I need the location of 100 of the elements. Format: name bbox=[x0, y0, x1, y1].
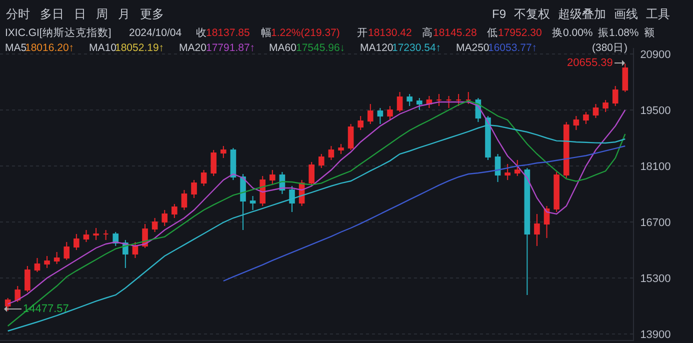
line-series bbox=[222, 145, 626, 282]
text: 2024/10/04 bbox=[129, 27, 182, 39]
candlestick bbox=[387, 106, 393, 120]
candlestick bbox=[289, 186, 295, 212]
candlestick bbox=[14, 286, 21, 302]
annotation: 18016.20↑ bbox=[25, 42, 74, 54]
candlestick bbox=[230, 148, 236, 180]
text: 幅 bbox=[261, 27, 272, 39]
text: 分时 bbox=[6, 7, 30, 21]
candlestick bbox=[573, 116, 580, 130]
candlestick bbox=[554, 172, 560, 212]
annotation: 17791.87↑ bbox=[206, 42, 256, 54]
text: 1.08% bbox=[609, 27, 639, 39]
text: 收 bbox=[196, 27, 207, 39]
candlestick bbox=[220, 146, 226, 158]
candlestick bbox=[102, 230, 109, 240]
candlestick bbox=[406, 94, 412, 106]
candlestick bbox=[181, 190, 188, 210]
candlestick bbox=[622, 63, 628, 92]
candlestick bbox=[210, 150, 217, 176]
text: 18145.28 bbox=[433, 27, 477, 39]
y-tick-label: 13900 bbox=[640, 328, 671, 341]
text: 更多 bbox=[140, 7, 164, 21]
candlestick bbox=[270, 170, 276, 184]
text: 换 bbox=[552, 27, 563, 39]
y-tick-label: 18100 bbox=[640, 160, 671, 173]
candlestick bbox=[612, 86, 618, 106]
y-tick-label: 16700 bbox=[640, 216, 671, 229]
text: 振 bbox=[598, 27, 609, 39]
candlestick bbox=[328, 146, 334, 160]
candlestick bbox=[83, 230, 90, 242]
candlestick bbox=[308, 162, 314, 186]
candlestick bbox=[504, 164, 510, 180]
candlestick bbox=[250, 196, 256, 210]
candlestick bbox=[191, 180, 197, 198]
text: 月 bbox=[118, 7, 130, 21]
text: 额 bbox=[644, 26, 655, 39]
candlestick bbox=[544, 206, 550, 238]
text: 画线 bbox=[614, 7, 638, 21]
annotation: MA10 bbox=[89, 42, 117, 54]
annotation: MA5 bbox=[5, 42, 27, 54]
candlestick bbox=[583, 112, 589, 124]
candlestick bbox=[602, 100, 608, 112]
candlestick bbox=[172, 204, 178, 218]
candlestick bbox=[563, 122, 570, 178]
candlestick bbox=[338, 144, 344, 154]
candlestick bbox=[74, 234, 80, 250]
candlestick bbox=[416, 98, 422, 110]
annotation: 18052.19↑ bbox=[115, 42, 164, 54]
annotation: MA120 bbox=[360, 42, 394, 54]
text: 0.00% bbox=[563, 27, 593, 39]
annotation: 16053.77↑ bbox=[488, 42, 538, 54]
candlestick bbox=[348, 124, 354, 150]
candlestick bbox=[465, 92, 472, 104]
candlestick bbox=[534, 214, 540, 246]
text: 开 bbox=[357, 27, 368, 39]
candlestick bbox=[524, 168, 530, 296]
text: 不复权 bbox=[514, 7, 550, 21]
annotation: 17230.54↑ bbox=[392, 42, 442, 54]
candlestick bbox=[446, 96, 452, 108]
annotation: 17545.96↓ bbox=[296, 42, 346, 54]
candlestick bbox=[200, 170, 207, 186]
text: 18130.42 bbox=[368, 27, 412, 39]
candlestick bbox=[162, 210, 168, 226]
candlestick bbox=[34, 258, 40, 272]
y-tick-label: 15300 bbox=[640, 272, 671, 285]
y-tick-label: 19500 bbox=[640, 104, 671, 117]
y-tick-label: 20900 bbox=[640, 48, 671, 61]
annotation: (380日) bbox=[592, 42, 628, 54]
candlestick bbox=[456, 94, 462, 106]
annotation: 20655.39 bbox=[567, 57, 613, 69]
text: 1.22%(219.37) bbox=[271, 27, 340, 39]
candlestick bbox=[152, 218, 158, 232]
chart-title: IXIC.GI[纳斯达克指数] bbox=[5, 26, 112, 39]
annotation: MA60 bbox=[269, 42, 297, 54]
text: 18137.85 bbox=[206, 27, 250, 39]
candlestick bbox=[494, 154, 501, 182]
candlestick bbox=[64, 242, 70, 260]
candlestick bbox=[592, 104, 599, 118]
text: F9 bbox=[492, 7, 506, 21]
candlestick bbox=[358, 116, 364, 130]
text: 日 bbox=[74, 7, 86, 21]
text: 超级叠加 bbox=[558, 7, 606, 21]
text: 周 bbox=[96, 7, 108, 21]
text: 多日 bbox=[40, 7, 64, 21]
text: 高 bbox=[422, 26, 433, 39]
text: 低 bbox=[487, 27, 498, 39]
candlestick bbox=[396, 92, 403, 112]
annotation: MA250 bbox=[456, 42, 490, 54]
candlestick bbox=[44, 256, 50, 268]
candlestick bbox=[93, 228, 99, 240]
text: 工具 bbox=[646, 7, 670, 21]
candlestick bbox=[436, 94, 442, 106]
candlestick bbox=[240, 174, 246, 230]
candlestick bbox=[24, 266, 30, 292]
candlestick bbox=[377, 108, 384, 124]
annotation: MA20 bbox=[179, 42, 207, 54]
candlestick bbox=[514, 160, 520, 176]
candlestick bbox=[367, 104, 374, 124]
candlestick bbox=[54, 252, 60, 264]
